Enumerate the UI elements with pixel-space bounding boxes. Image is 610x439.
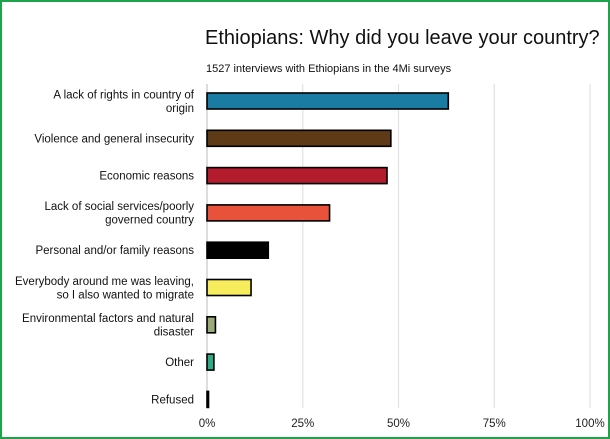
category-label: so I also wanted to migrate <box>57 289 194 301</box>
category-label: Personal and/or family reasons <box>35 245 194 257</box>
chart-title: Ethiopians: Why did you leave your count… <box>205 27 600 49</box>
category-label: governed country <box>105 215 194 227</box>
bar <box>206 241 270 259</box>
category-label: A lack of rights in country of <box>53 89 194 101</box>
x-tick-label: 100% <box>575 418 604 430</box>
bar <box>206 278 252 297</box>
category-label: Environmental factors and natural <box>22 313 194 325</box>
category-label: origin <box>166 103 194 115</box>
bar <box>206 390 210 409</box>
category-label: Violence and general insecurity <box>34 133 194 145</box>
category-label: Lack of social services/poorly <box>44 201 194 213</box>
category-label: Other <box>165 357 194 369</box>
category-label: Refused <box>151 394 194 406</box>
bar <box>206 353 215 371</box>
x-tick-label: 0% <box>199 418 216 430</box>
x-tick-label: 25% <box>291 418 314 430</box>
bar <box>206 92 450 110</box>
bar <box>206 166 388 185</box>
bar <box>206 204 331 222</box>
x-tick-label: 75% <box>483 418 506 430</box>
bar <box>206 129 392 148</box>
x-tick-label: 50% <box>387 418 410 430</box>
category-label: disaster <box>154 327 194 339</box>
category-label: Everybody around me was leaving, <box>15 276 194 288</box>
category-label: Economic reasons <box>99 171 194 183</box>
bar <box>206 315 217 334</box>
chart-subtitle: 1527 interviews with Ethiopians in the 4… <box>206 63 452 75</box>
